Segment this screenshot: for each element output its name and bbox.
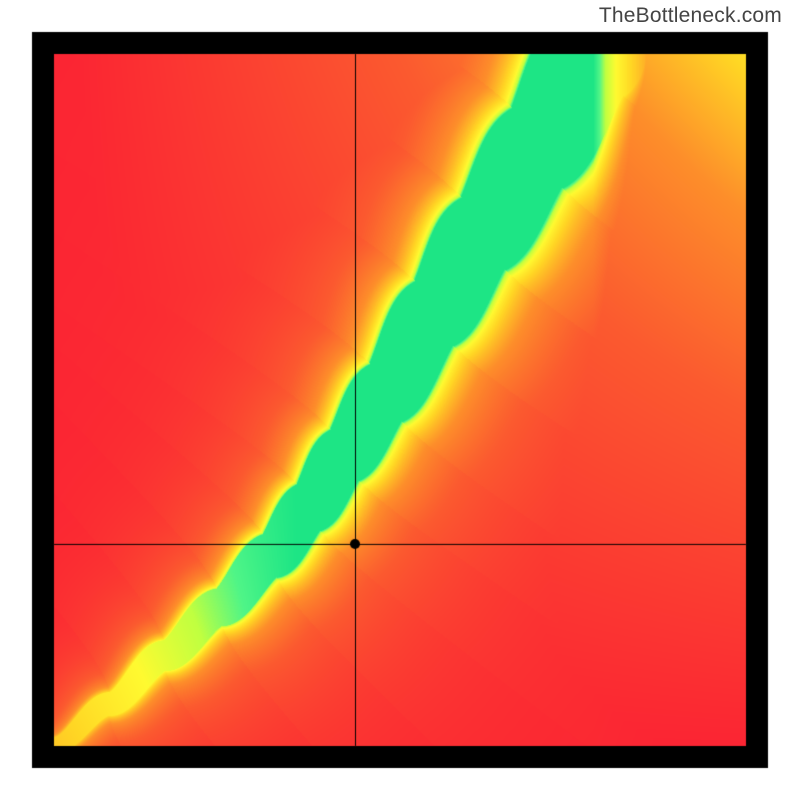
heatmap-canvas: [0, 0, 800, 800]
watermark-text: TheBottleneck.com: [599, 4, 782, 28]
root: TheBottleneck.com: [0, 0, 800, 800]
